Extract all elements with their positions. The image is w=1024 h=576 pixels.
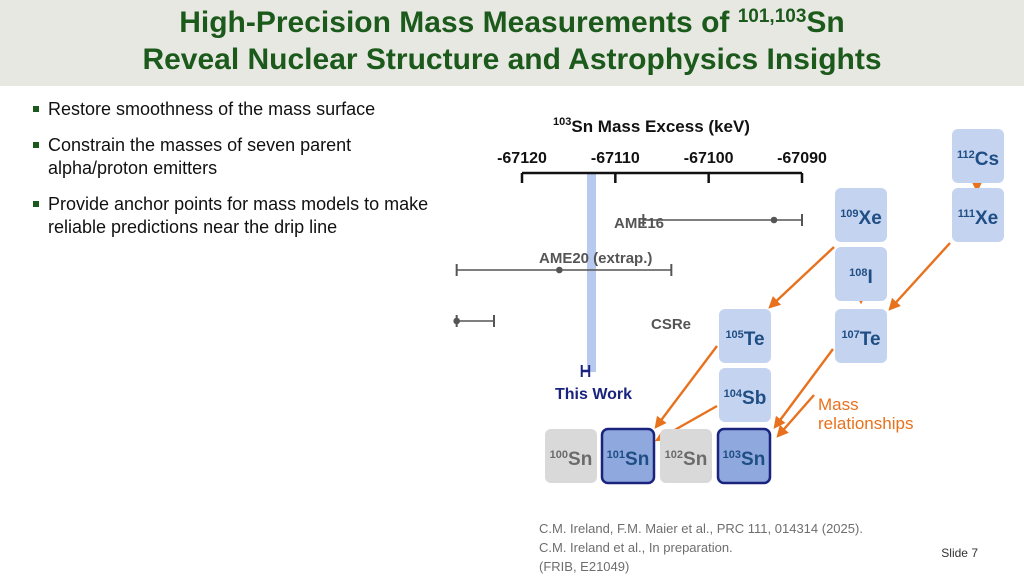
reference-line: C.M. Ireland, F.M. Maier et al., PRC 111… [539,521,863,536]
label-csre: CSRe [651,316,691,333]
arrow-xe111-te107 [888,242,951,311]
arrow-te105-sn101 [654,345,718,429]
nuclide-box [835,188,887,242]
nuclide-label: 108I [849,267,873,288]
nuclide-box [716,427,772,485]
chart-title: 103Sn Mass Excess (keV) [553,116,750,136]
reference-line: C.M. Ireland et al., In preparation. [539,540,733,555]
nuclide-label: 107Te [841,329,880,350]
axis-tick-label: -67090 [777,150,827,167]
nuclide-box [952,188,1004,242]
nuclide-box [660,429,712,483]
data-point-2 [453,315,495,327]
bullet-list: Restore smoothness of the mass surface C… [32,98,452,252]
label-ame20: AME20 (extrap.) [539,250,652,267]
nuclide-chart: 112Cs 109Xe 111Xe 108I 105Te 107Te 104Sb 100Sn 1… [545,129,1004,485]
nuclide-103sn: 103Sn [716,427,772,485]
axis-tick-label: -67120 [497,150,547,167]
nuclide-label: 104Sb [724,388,767,409]
nuclide-box [835,247,887,301]
title-line-2: Reveal Nuclear Structure and Astrophysic… [142,43,882,76]
nuclide-box [952,129,1004,183]
this-work-band [587,172,596,372]
point-marker [770,216,778,224]
data-point-0 [642,214,803,226]
arrow-mass-to-sn103 [776,394,815,438]
title-superscript: 101,103 [737,6,807,27]
decay-arrows [654,167,983,442]
data-point-1 [455,264,673,276]
nuclide-104sb: 104Sb [719,368,771,422]
reference-line: (FRIB, E21049) [539,559,630,574]
nuclide-box [719,309,771,363]
nuclide-label: 102Sn [665,449,708,470]
slide-title: High-Precision Mass Measurements of 101,… [0,4,1024,78]
arrow-te107-sn103 [773,348,834,429]
axis-tick-label: -67110 [591,150,640,167]
nuclide-box [719,368,771,422]
nuclide-label: 101Sn [607,449,650,470]
arrow-xe109-te105 [768,246,835,309]
nuclide-105te: 105Te [719,309,771,363]
nuclide-label: 109Xe [840,208,882,229]
axis-tick-label: -67100 [684,150,734,167]
bullet-item: Restore smoothness of the mass surface [32,98,452,121]
title-line-1: High-Precision Mass Measurements of 101,… [179,6,845,39]
bullet-item: Provide anchor points for mass models to… [32,193,452,239]
nuclide-box [835,309,887,363]
label-ame16: AME16 [614,215,664,232]
references: C.M. Ireland, F.M. Maier et al., PRC 111… [539,519,863,576]
nuclide-112cs: 112Cs [952,129,1004,183]
nuclide-107te: 107Te [835,309,887,363]
nuclide-101sn: 101Sn [600,427,656,485]
nuclide-box [545,429,597,483]
nuclide-109xe: 109Xe [835,188,887,242]
mass-relationships-label: Mass relationships [818,395,913,433]
nuclide-label: 112Cs [957,149,999,170]
slide-number: Slide 7 [941,546,978,560]
label-this-work: This Work [555,386,632,403]
nuclide-label: 111Xe [958,208,998,229]
nuclide-100sn: 100Sn [545,429,597,483]
nuclide-label: 105Te [725,329,764,350]
data-point-3 [580,365,591,377]
nuclide-108i: 108I [835,247,887,301]
nuclide-111xe: 111Xe [952,188,1004,242]
nuclide-label: 103Sn [723,449,766,470]
nuclide-102sn: 102Sn [660,429,712,483]
nuclide-label: 100Sn [550,449,593,470]
title-bar [0,0,1024,86]
point-marker [556,266,563,274]
nuclide-box [600,427,656,485]
point-marker [453,317,460,325]
bullet-item: Constrain the masses of seven parent alp… [32,134,452,180]
